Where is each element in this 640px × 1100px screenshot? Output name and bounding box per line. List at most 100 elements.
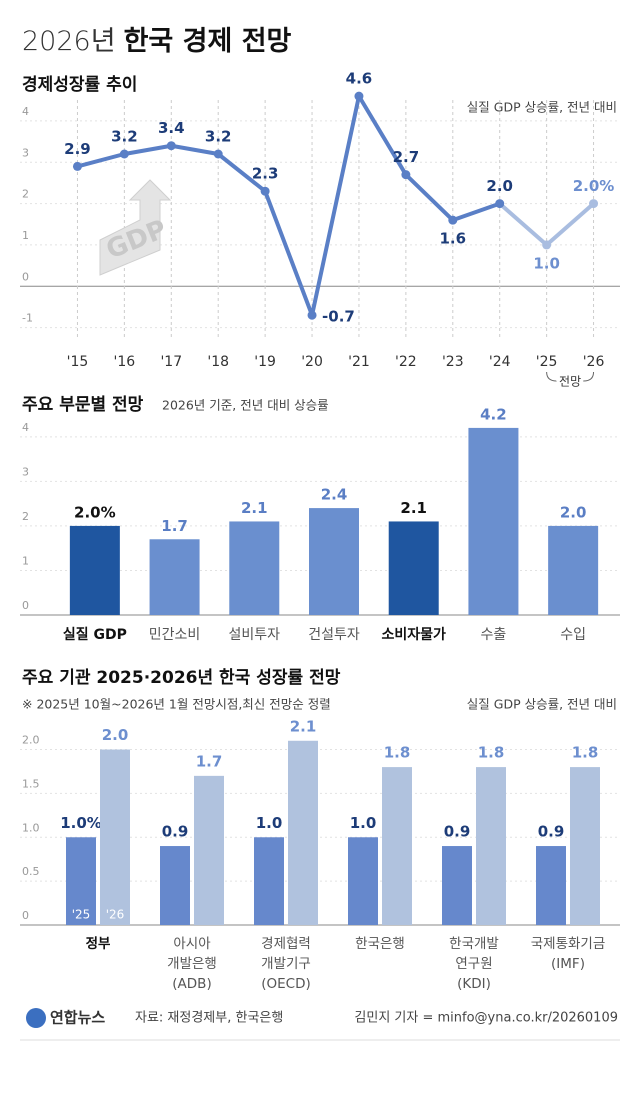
x-tick-label-line: 개발기구 bbox=[261, 956, 311, 972]
line-segment bbox=[450, 201, 502, 223]
x-tick-label: '21 bbox=[348, 354, 370, 370]
x-tick-label-line: (OECD) bbox=[261, 976, 311, 992]
value-label: 1.0 bbox=[350, 814, 377, 832]
y-tick-label: 1 bbox=[22, 229, 29, 242]
chart-title: 주요 부문별 전망 bbox=[22, 395, 144, 415]
x-tick-label-line: 한국은행 bbox=[355, 936, 405, 952]
x-tick-label: '16 bbox=[114, 354, 136, 370]
value-label: 1.7 bbox=[196, 752, 223, 770]
line-segment bbox=[544, 201, 596, 247]
x-tick-label: 건설투자 bbox=[308, 627, 360, 643]
x-tick-label-line: 경제협력 bbox=[261, 936, 311, 952]
x-tick-label-line: 연구원 bbox=[455, 956, 492, 972]
x-tick-label-line: 정부 bbox=[86, 935, 111, 952]
bar bbox=[100, 749, 130, 925]
y-tick-label: 0 bbox=[22, 909, 29, 922]
y-tick-label: 2 bbox=[22, 510, 29, 523]
bar bbox=[388, 521, 439, 615]
bar bbox=[548, 525, 599, 615]
y-tick-label: 2 bbox=[22, 188, 29, 201]
x-tick-label-line: (KDI) bbox=[457, 976, 491, 992]
line-segment bbox=[75, 152, 127, 169]
x-tick-label: 한국은행 bbox=[355, 936, 405, 952]
x-tick-label-line: (IMF) bbox=[551, 956, 585, 972]
x-tick-label: 국제통화기금 (IMF) bbox=[531, 936, 606, 972]
value-label: 2.9 bbox=[64, 140, 91, 158]
point bbox=[166, 141, 176, 151]
title-main: 한국 경제 전망 bbox=[124, 26, 292, 57]
bar bbox=[476, 767, 506, 925]
x-tick-label: '17 bbox=[160, 354, 182, 370]
x-tick-label-line: 개발은행 bbox=[167, 956, 217, 972]
bar bbox=[570, 767, 600, 925]
series-label: '25 bbox=[72, 908, 91, 922]
value-label: 1.8 bbox=[478, 744, 505, 762]
chart-subtitle: 실질 GDP 상승률, 전년 대비 bbox=[467, 697, 617, 712]
bar bbox=[468, 427, 519, 615]
bar bbox=[66, 837, 96, 925]
annotation: 전망 bbox=[559, 375, 581, 389]
value-label: 2.4 bbox=[321, 486, 348, 504]
line-segment bbox=[403, 172, 455, 223]
value-label: -0.7 bbox=[322, 308, 355, 326]
y-tick-label: 4 bbox=[22, 421, 29, 434]
x-tick-label: 민간소비 bbox=[149, 627, 201, 643]
value-label: 4.6 bbox=[346, 70, 373, 88]
x-tick-label: 아시아 개발은행 (ADB) bbox=[167, 936, 217, 992]
bar bbox=[254, 837, 284, 925]
point bbox=[542, 240, 552, 250]
line-segment bbox=[216, 152, 268, 194]
x-tick-label: '18 bbox=[207, 354, 229, 370]
point bbox=[72, 161, 82, 171]
value-label: 3.4 bbox=[158, 119, 185, 137]
credit: 김민지 기자 = minfo@yna.co.kr/20260109 bbox=[354, 1011, 618, 1026]
y-tick-label: 3 bbox=[22, 465, 29, 478]
x-tick-label: 설비투자 bbox=[229, 627, 281, 643]
title-year: 2026년 bbox=[22, 26, 116, 57]
bar bbox=[348, 837, 378, 925]
icon-arrow bbox=[99, 179, 172, 276]
bar bbox=[442, 846, 472, 925]
value-label: 2.0% bbox=[573, 177, 615, 195]
y-tick-label: 2.0 bbox=[22, 734, 40, 747]
x-tick-label-line: 한국개발 bbox=[449, 936, 499, 952]
value-label: 1.8 bbox=[384, 744, 411, 762]
bar bbox=[149, 539, 200, 615]
logo: 연합뉴스 bbox=[50, 1009, 105, 1027]
x-tick-label: 소비자물가 bbox=[382, 627, 447, 643]
value-label: 1.0 bbox=[533, 254, 560, 272]
line-segment bbox=[122, 143, 174, 156]
value-label: 4.2 bbox=[480, 405, 507, 423]
value-label: 2.0 bbox=[102, 726, 129, 744]
point bbox=[401, 170, 411, 180]
bar bbox=[309, 508, 359, 615]
y-tick-label: -1 bbox=[22, 312, 33, 325]
logo-mark bbox=[26, 1008, 46, 1028]
series-label: '26 bbox=[106, 908, 125, 922]
x-tick-label: '20 bbox=[301, 354, 323, 370]
value-label: 2.1 bbox=[241, 499, 268, 517]
value-label: 2.0 bbox=[486, 177, 513, 195]
value-label: 0.9 bbox=[444, 823, 471, 841]
y-tick-label: 0 bbox=[22, 599, 29, 612]
x-tick-label: '19 bbox=[254, 354, 276, 370]
value-label: 1.8 bbox=[572, 744, 599, 762]
value-label: 1.0% bbox=[60, 814, 102, 832]
x-tick-label: 정부 bbox=[86, 935, 111, 952]
line-segment bbox=[263, 189, 315, 318]
x-tick-label-line: (ADB) bbox=[172, 976, 211, 992]
x-tick-label-line: 국제통화기금 bbox=[531, 936, 606, 952]
value-label: 3.2 bbox=[205, 128, 232, 146]
x-tick-label: '26 bbox=[583, 354, 605, 370]
bar bbox=[194, 775, 224, 925]
line-segment bbox=[356, 94, 408, 177]
value-label: 1.0 bbox=[256, 814, 283, 832]
value-label: 2.7 bbox=[393, 148, 420, 166]
bar bbox=[69, 525, 120, 615]
value-label: 0.9 bbox=[162, 823, 189, 841]
line-segment bbox=[310, 94, 361, 318]
point bbox=[119, 149, 129, 159]
bar bbox=[536, 846, 566, 925]
x-tick-label: '25 bbox=[536, 354, 558, 370]
